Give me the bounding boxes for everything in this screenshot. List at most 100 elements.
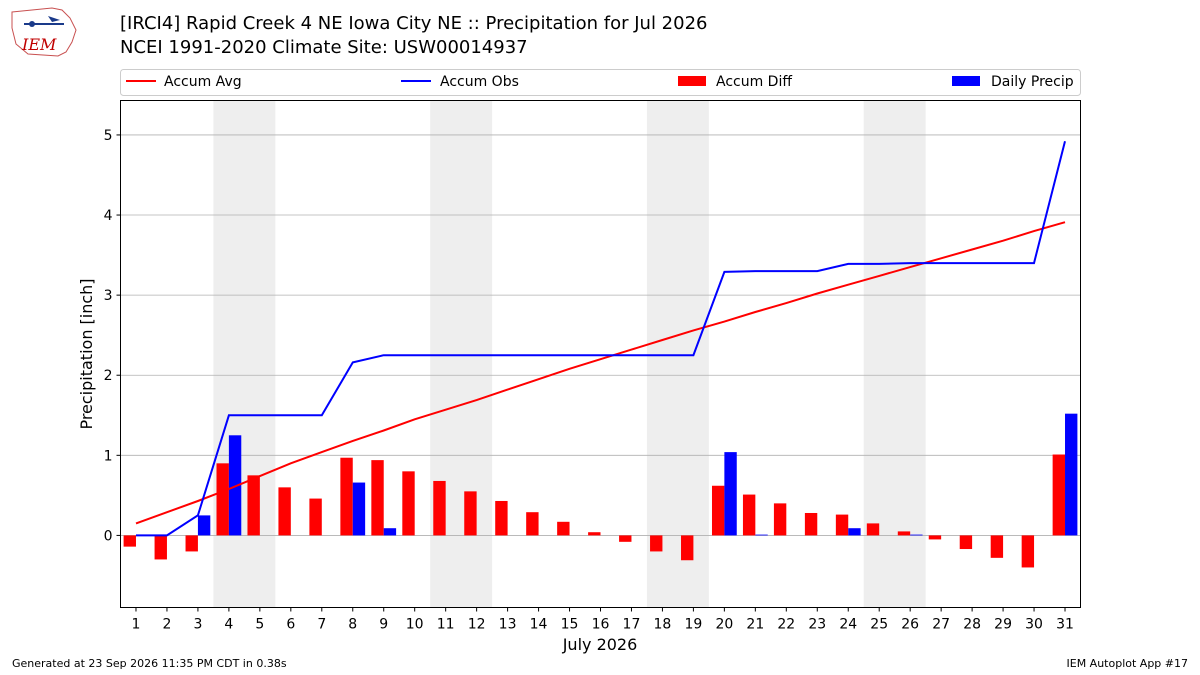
accum-diff-bar [928, 535, 942, 540]
accum-diff-bar [185, 535, 198, 552]
y-tick-label: 2 [104, 368, 113, 384]
line-series [135, 141, 1066, 537]
legend-swatch-daily-precip [952, 76, 980, 86]
x-tick-label: 5 [255, 617, 264, 633]
daily-precip-bar [352, 482, 366, 536]
x-tick-label: 30 [1025, 617, 1043, 633]
x-tick-label: 3 [193, 617, 202, 633]
daily-precip-bar [724, 452, 737, 536]
x-tick-label: 21 [746, 617, 764, 633]
accum-diff-bar [959, 535, 973, 550]
accum-diff-bar [897, 531, 911, 536]
bar-series [123, 413, 1078, 568]
x-tick-label: 2 [162, 617, 171, 633]
accum-diff-bar [866, 523, 880, 536]
y-axis-ticks: 0 1 2 3 4 5 [104, 128, 121, 544]
accum-diff-bar [588, 532, 601, 536]
accum-diff-bar [309, 498, 322, 536]
logo-text: IEM [21, 35, 57, 54]
y-axis-label: Precipitation [inch] [77, 278, 96, 429]
x-tick-label: 4 [224, 617, 233, 633]
daily-precip-bar [755, 534, 768, 536]
x-axis-ticks: 1 2 3 4 5 6 7 8 9 10 11 12 13 14 15 16 17 18 19 20 21 22 23 24 2… [132, 607, 1074, 633]
accum-diff-bar [402, 471, 415, 536]
accum-diff-bar [464, 491, 477, 536]
x-tick-label: 29 [994, 617, 1012, 633]
x-tick-label: 16 [592, 617, 610, 633]
legend-label-accum-diff: Accum Diff [716, 74, 792, 90]
legend-label-daily-precip: Daily Precip [991, 74, 1074, 90]
accum-diff-bar [681, 535, 694, 561]
app-credit: IEM Autoplot App #17 [1066, 657, 1189, 670]
accum-avg-line [135, 221, 1066, 525]
accum-diff-bar [650, 535, 663, 552]
weekend-band [646, 100, 709, 608]
accum-diff-bar [711, 485, 725, 536]
x-tick-label: 9 [379, 617, 388, 633]
legend-swatch-accum-diff [678, 76, 706, 86]
accum-diff-bar [247, 475, 260, 536]
chart-title: [IRCI4] Rapid Creek 4 NE Iowa City NE ::… [120, 13, 708, 34]
x-tick-label: 26 [901, 617, 919, 633]
x-tick-label: 31 [1056, 617, 1074, 633]
x-tick-label: 12 [468, 617, 486, 633]
x-tick-label: 8 [348, 617, 357, 633]
accum-diff-bar [990, 535, 1004, 558]
accum-diff-bar [804, 512, 818, 536]
accum-diff-bar [773, 503, 787, 536]
x-axis-label: July 2026 [562, 635, 638, 654]
daily-precip-bar [848, 528, 861, 536]
chart-subtitle: NCEI 1991-2020 Climate Site: USW00014937 [120, 37, 528, 58]
x-tick-label: 14 [530, 617, 548, 633]
accum-diff-bar [1052, 454, 1066, 536]
daily-precip-bar [1065, 413, 1078, 536]
accum-diff-bar [557, 521, 570, 536]
generated-timestamp: Generated at 23 Sep 2026 11:35 PM CDT in… [12, 657, 287, 670]
x-tick-label: 24 [839, 617, 857, 633]
accum-diff-bar [742, 494, 756, 536]
daily-precip-bar [910, 534, 923, 536]
y-tick-label: 4 [104, 208, 113, 224]
x-tick-label: 15 [561, 617, 579, 633]
x-tick-label: 20 [715, 617, 733, 633]
accum-diff-bar [123, 535, 136, 547]
x-tick-label: 7 [317, 617, 326, 633]
x-tick-label: 13 [499, 617, 517, 633]
legend-label-accum-obs: Accum Obs [440, 74, 519, 90]
x-tick-label: 23 [808, 617, 826, 633]
legend-label-accum-avg: Accum Avg [164, 74, 242, 90]
accum-diff-bar [433, 480, 446, 536]
accum-diff-bar [154, 535, 167, 560]
daily-precip-bar [197, 515, 211, 536]
x-tick-label: 18 [654, 617, 672, 633]
accum-diff-bar [340, 457, 353, 536]
x-tick-label: 22 [777, 617, 795, 633]
y-tick-label: 3 [104, 288, 113, 304]
accum-diff-bar [278, 487, 291, 536]
accum-diff-bar [619, 535, 632, 542]
x-tick-label: 11 [437, 617, 455, 633]
y-tick-label: 1 [104, 448, 113, 464]
iem-logo: IEM [11, 7, 77, 57]
weekend-shading [213, 100, 926, 608]
y-tick-label: 0 [104, 528, 113, 544]
x-tick-label: 19 [684, 617, 702, 633]
x-tick-label: 10 [406, 617, 424, 633]
x-tick-label: 1 [132, 617, 141, 633]
x-tick-label: 25 [870, 617, 888, 633]
accum-diff-bar [495, 500, 508, 536]
accum-diff-bar [526, 512, 539, 536]
y-tick-label: 5 [104, 128, 113, 144]
x-tick-label: 28 [963, 617, 981, 633]
legend: Accum Avg Accum Obs Accum Diff Daily Pre… [120, 69, 1081, 96]
accum-diff-bar [216, 463, 229, 536]
x-tick-label: 17 [623, 617, 641, 633]
accum-diff-bar [1021, 535, 1035, 568]
accum-diff-bar [371, 460, 384, 536]
x-tick-label: 27 [932, 617, 950, 633]
accum-diff-bar [835, 514, 849, 536]
daily-precip-bar [383, 528, 397, 536]
weekend-band [863, 100, 926, 608]
accum-obs-line [136, 141, 1066, 537]
